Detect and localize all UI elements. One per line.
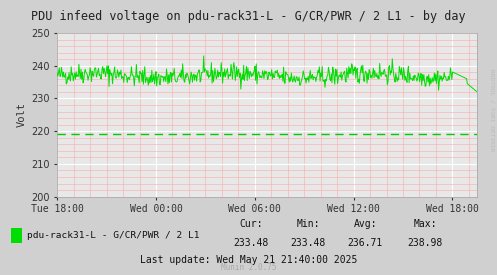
Text: Last update: Wed May 21 21:40:00 2025: Last update: Wed May 21 21:40:00 2025 (140, 255, 357, 265)
Y-axis label: Volt: Volt (17, 102, 27, 127)
Text: 233.48: 233.48 (291, 238, 326, 248)
Text: 238.98: 238.98 (408, 238, 442, 248)
Text: Avg:: Avg: (353, 219, 377, 229)
Text: Munin 2.0.75: Munin 2.0.75 (221, 263, 276, 272)
Text: Min:: Min: (296, 219, 320, 229)
Text: pdu-rack31-L - G/CR/PWR / 2 L1: pdu-rack31-L - G/CR/PWR / 2 L1 (27, 231, 200, 240)
Text: PDU infeed voltage on pdu-rack31-L - G/CR/PWR / 2 L1 - by day: PDU infeed voltage on pdu-rack31-L - G/C… (31, 10, 466, 23)
Text: 233.48: 233.48 (234, 238, 268, 248)
Text: RRDTOOL / TOBI OETIKER: RRDTOOL / TOBI OETIKER (490, 69, 495, 151)
Text: Max:: Max: (413, 219, 437, 229)
Text: 236.71: 236.71 (348, 238, 383, 248)
Text: Cur:: Cur: (239, 219, 263, 229)
